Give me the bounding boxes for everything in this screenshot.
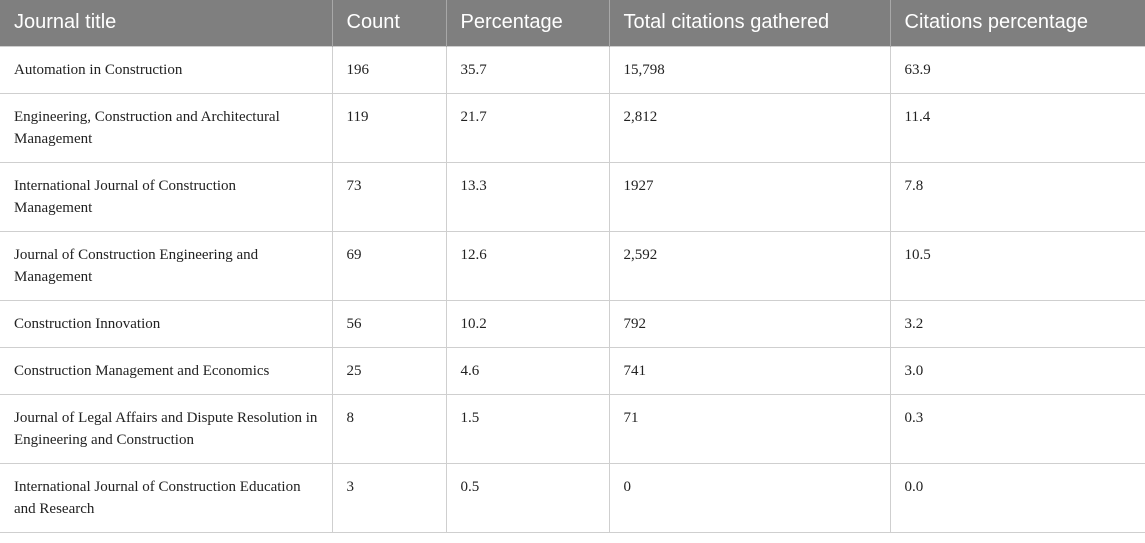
table-cell: 7.8 — [889, 161, 1145, 232]
table-row: Construction Management and Economics 25 4… — [0, 346, 1145, 395]
column-header: Count — [332, 0, 447, 46]
table-cell: International Journal of Construction Ed… — [0, 462, 333, 533]
column-header: Percentage — [446, 0, 610, 46]
table-row: Journal of Construction Engineering and … — [0, 230, 1145, 301]
table-cell: 0 — [608, 462, 891, 533]
table-cell: 0.5 — [445, 462, 610, 533]
table-cell: 69 — [331, 230, 447, 301]
table-cell: 1.5 — [445, 393, 610, 464]
table-row: International Journal of Construction Ma… — [0, 161, 1145, 232]
table-body: Automation in Construction 196 35.7 15,798 6… — [0, 45, 1145, 533]
table-cell: 71 — [608, 393, 891, 464]
table-cell: 11.4 — [889, 92, 1145, 163]
table-cell: Journal of Legal Affairs and Dispute Res… — [0, 393, 333, 464]
column-header: Journal title — [0, 0, 333, 46]
column-header: Total citations gathered — [609, 0, 891, 46]
table-row: Journal of Legal Affairs and Dispute Res… — [0, 393, 1145, 464]
table-cell: 741 — [608, 346, 891, 395]
table-cell: 56 — [331, 299, 447, 348]
table-cell: 2,812 — [608, 92, 891, 163]
table-cell: 119 — [331, 92, 447, 163]
table-cell: 0.0 — [889, 462, 1145, 533]
table-cell: 12.6 — [445, 230, 610, 301]
table-cell: 63.9 — [889, 45, 1145, 94]
table-cell: 10.5 — [889, 230, 1145, 301]
table-cell: 3 — [331, 462, 447, 533]
table-cell: 792 — [608, 299, 891, 348]
table-cell: 0.3 — [889, 393, 1145, 464]
table-cell: Engineering, Construction and Architectu… — [0, 92, 333, 163]
table-cell: 3.2 — [889, 299, 1145, 348]
table-cell: 1927 — [608, 161, 891, 232]
table-cell: 15,798 — [608, 45, 891, 94]
table-cell: Construction Management and Economics — [0, 346, 333, 395]
table-cell: 3.0 — [889, 346, 1145, 395]
table-cell: 73 — [331, 161, 447, 232]
table-cell: 21.7 — [445, 92, 610, 163]
table-cell: 4.6 — [445, 346, 610, 395]
table-row: Engineering, Construction and Architectu… — [0, 92, 1145, 163]
table-row: Automation in Construction 196 35.7 15,798 6… — [0, 45, 1145, 94]
table-cell: International Journal of Construction Ma… — [0, 161, 333, 232]
header-row: Journal title Count Percentage Total citati… — [0, 0, 1145, 46]
table-cell: 2,592 — [608, 230, 891, 301]
table-cell: 196 — [331, 45, 447, 94]
column-header: Citations percentage — [890, 0, 1145, 46]
table-row: Construction Innovation 56 10.2 792 3.2 — [0, 299, 1145, 348]
table-cell: 13.3 — [445, 161, 610, 232]
table-cell: 35.7 — [445, 45, 610, 94]
table-cell: 25 — [331, 346, 447, 395]
table-cell: Journal of Construction Engineering and … — [0, 230, 333, 301]
table-cell: Automation in Construction — [0, 45, 333, 94]
table-cell: 8 — [331, 393, 447, 464]
table-cell: Construction Innovation — [0, 299, 333, 348]
table-row: International Journal of Construction Ed… — [0, 462, 1145, 533]
table-cell: 10.2 — [445, 299, 610, 348]
